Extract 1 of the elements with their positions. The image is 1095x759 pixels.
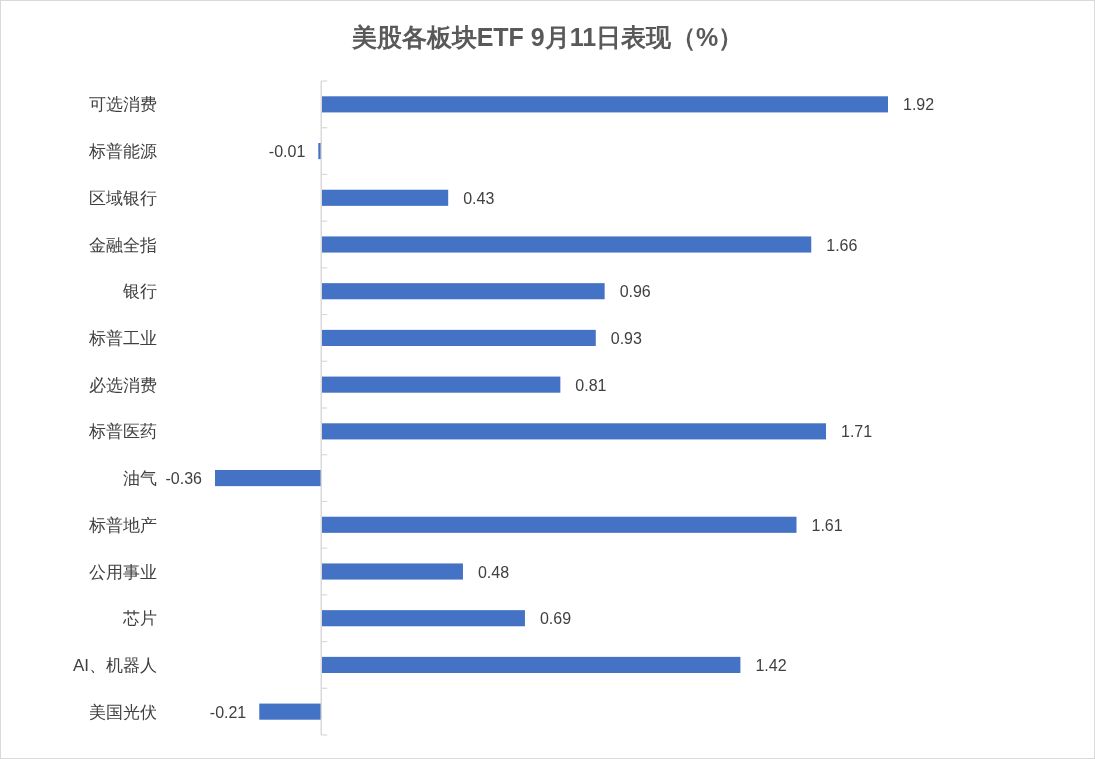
title: 美股各板块ETF 9月11日表现（%）	[351, 23, 744, 51]
